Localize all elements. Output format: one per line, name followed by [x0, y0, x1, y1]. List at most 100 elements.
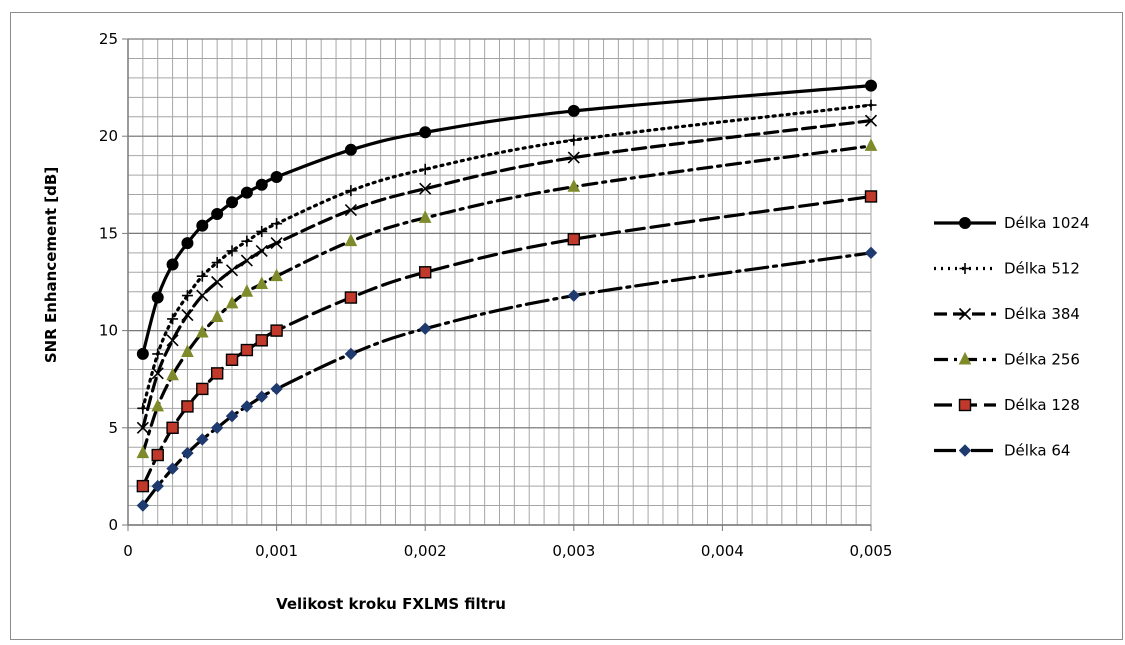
legend-label: Délka 256 — [1004, 351, 1080, 369]
data-point — [166, 334, 179, 347]
data-point — [210, 367, 224, 380]
data-point — [255, 244, 268, 257]
series-line — [141, 251, 873, 508]
data-point — [211, 275, 224, 289]
data-point — [136, 347, 149, 360]
data-point — [255, 390, 268, 403]
y-tick-label: 0 — [108, 516, 118, 534]
data-point — [959, 217, 971, 229]
y-tick-label: 25 — [99, 30, 118, 48]
data-point — [211, 257, 223, 269]
legend-label: Délka 384 — [1004, 305, 1080, 323]
data-point — [419, 182, 432, 195]
data-point — [240, 186, 253, 199]
data-point — [255, 276, 269, 289]
legend-item: Délka 128 — [934, 396, 1080, 414]
data-point — [865, 79, 877, 92]
data-point — [181, 446, 194, 460]
data-point — [567, 179, 581, 192]
x-tick-label: 0,003 — [552, 542, 595, 560]
series-line — [141, 144, 873, 455]
data-point — [567, 151, 580, 164]
data-point — [136, 445, 150, 459]
data-point — [270, 382, 283, 396]
data-point — [240, 343, 254, 357]
legend-item: Délka 1024 — [934, 214, 1090, 232]
data-point — [864, 190, 878, 203]
x-tick-label: 0,005 — [850, 542, 893, 560]
series-d-lka-384 — [136, 114, 878, 434]
series-line — [141, 119, 873, 430]
data-point — [271, 218, 283, 230]
data-point — [181, 400, 194, 413]
y-tick-label: 20 — [99, 127, 118, 145]
legend-label: Délka 1024 — [1004, 214, 1090, 232]
legend-label: Délka 64 — [1004, 442, 1070, 460]
data-point — [344, 204, 357, 217]
chart-svg: 0 5 10 15 20 25 0 0,001 0,002 0,003 0,004 0,005 Ve… — [42, 30, 1090, 613]
data-point — [166, 258, 179, 271]
data-point — [196, 382, 209, 396]
data-point — [195, 324, 209, 338]
legend: Délka 1024 Délka 512 Délka 384 Délka 256 Dél… — [934, 214, 1090, 460]
data-point — [181, 308, 194, 322]
data-point — [225, 295, 239, 309]
data-point — [958, 444, 972, 457]
data-point — [136, 421, 149, 434]
y-tick-label: 15 — [99, 224, 118, 242]
data-point — [225, 409, 239, 423]
legend-item: Délka 512 — [934, 260, 1080, 278]
data-point — [166, 421, 179, 434]
data-point — [270, 268, 283, 282]
data-point — [181, 237, 194, 250]
data-point — [210, 421, 224, 435]
data-point — [344, 291, 358, 304]
x-tick-label: 0 — [123, 542, 133, 560]
x-axis-title: Velikost kroku FXLMS filtru — [276, 595, 506, 613]
series-line — [141, 103, 873, 410]
data-point — [136, 479, 150, 493]
grid — [127, 38, 872, 526]
data-point — [958, 398, 972, 412]
data-point — [210, 309, 224, 322]
data-point — [270, 237, 283, 250]
data-point — [151, 291, 164, 304]
x-tick-label: 0,002 — [404, 542, 447, 560]
data-point — [958, 351, 972, 365]
data-point — [864, 138, 878, 151]
data-point — [166, 367, 179, 381]
data-point — [344, 233, 358, 247]
legend-item: Délka 384 — [934, 305, 1080, 323]
data-point — [959, 263, 971, 274]
data-point — [151, 398, 165, 412]
data-point — [226, 245, 238, 257]
data-point — [196, 289, 209, 302]
data-point — [152, 348, 164, 360]
data-point — [151, 448, 164, 462]
data-point — [567, 233, 580, 246]
data-point — [196, 433, 209, 446]
data-point — [567, 289, 581, 302]
data-point — [240, 400, 254, 413]
data-point — [225, 353, 239, 366]
y-tick-label: 5 — [108, 419, 118, 437]
data-point — [181, 290, 193, 302]
y-tick-label: 10 — [99, 322, 118, 340]
data-point — [344, 143, 357, 156]
data-point — [567, 104, 580, 117]
legend-label: Délka 512 — [1004, 260, 1080, 278]
data-point — [256, 225, 268, 237]
data-point — [864, 246, 878, 260]
data-point — [344, 347, 358, 361]
series-d-lka-64 — [136, 246, 878, 512]
data-point — [240, 254, 253, 267]
data-point — [196, 219, 209, 232]
x-tick-label: 0,001 — [255, 542, 298, 560]
series-d-lka-1024 — [136, 79, 877, 360]
x-axis: 0 0,001 0,002 0,003 0,004 0,005 — [123, 525, 892, 560]
data-point — [419, 266, 432, 279]
data-point — [419, 163, 431, 175]
series-d-lka-256 — [136, 138, 878, 459]
data-point — [255, 334, 268, 347]
data-point — [568, 134, 580, 146]
